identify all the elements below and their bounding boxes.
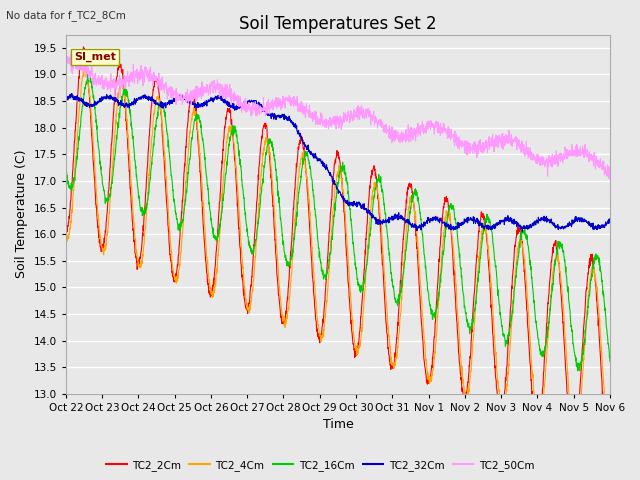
TC2_2Cm (62, 230, 70, 236)
TC2_32Cm (518, 229, 526, 235)
TC2_32Cm (606, 216, 614, 222)
TC2_2Cm (605, 456, 613, 462)
TC2_16Cm (591, 259, 598, 264)
TC2_2Cm (591, 269, 598, 275)
TC2_4Cm (590, 266, 598, 272)
TC2_2Cm (590, 268, 598, 274)
TC2_4Cm (491, 333, 499, 338)
TC2_32Cm (591, 224, 598, 229)
TC2_16Cm (606, 359, 614, 364)
TC2_32Cm (491, 225, 499, 231)
TC2_16Cm (327, 251, 335, 257)
TC2_50Cm (327, 115, 335, 121)
TC2_16Cm (90, 96, 98, 101)
TC2_50Cm (605, 176, 613, 181)
TC2_4Cm (591, 271, 598, 277)
TC2_50Cm (67, 51, 75, 57)
TC2_16Cm (312, 217, 320, 223)
Text: No data for f_TC2_8Cm: No data for f_TC2_8Cm (6, 10, 126, 21)
TC2_4Cm (327, 239, 335, 244)
TC2_4Cm (605, 448, 613, 454)
Line: TC2_16Cm: TC2_16Cm (66, 74, 610, 371)
TC2_16Cm (491, 257, 499, 263)
TC2_2Cm (606, 456, 614, 462)
Text: SI_met: SI_met (74, 52, 116, 62)
TC2_50Cm (312, 109, 320, 115)
TC2_16Cm (573, 368, 581, 374)
X-axis label: Time: Time (323, 419, 353, 432)
TC2_32Cm (90, 101, 98, 107)
TC2_2Cm (80, 44, 88, 50)
TC2_2Cm (312, 318, 320, 324)
TC2_2Cm (90, 169, 98, 175)
TC2_2Cm (491, 358, 499, 363)
TC2_2Cm (327, 209, 335, 215)
TC2_50Cm (90, 81, 98, 86)
TC2_16Cm (591, 256, 598, 262)
Title: Soil Temperatures Set 2: Soil Temperatures Set 2 (239, 15, 436, 33)
TC2_50Cm (591, 149, 598, 155)
TC2_50Cm (606, 167, 614, 172)
TC2_50Cm (590, 150, 598, 156)
TC2_4Cm (90, 147, 98, 153)
TC2_32Cm (68, 91, 76, 96)
Line: TC2_32Cm: TC2_32Cm (66, 94, 610, 232)
TC2_32Cm (327, 171, 335, 177)
TC2_16Cm (62, 166, 70, 172)
TC2_4Cm (62, 233, 70, 239)
TC2_32Cm (62, 97, 70, 103)
TC2_16Cm (84, 71, 92, 77)
TC2_32Cm (591, 226, 598, 232)
TC2_50Cm (491, 142, 499, 147)
Legend: TC2_2Cm, TC2_4Cm, TC2_16Cm, TC2_32Cm, TC2_50Cm: TC2_2Cm, TC2_4Cm, TC2_16Cm, TC2_32Cm, TC… (102, 456, 538, 475)
Y-axis label: Soil Temperature (C): Soil Temperature (C) (15, 150, 28, 278)
Line: TC2_4Cm: TC2_4Cm (66, 66, 610, 451)
TC2_32Cm (312, 154, 320, 160)
TC2_4Cm (81, 63, 89, 69)
Line: TC2_50Cm: TC2_50Cm (66, 54, 610, 179)
Line: TC2_2Cm: TC2_2Cm (66, 47, 610, 459)
TC2_50Cm (62, 60, 70, 65)
TC2_4Cm (606, 446, 614, 452)
TC2_4Cm (312, 306, 320, 312)
